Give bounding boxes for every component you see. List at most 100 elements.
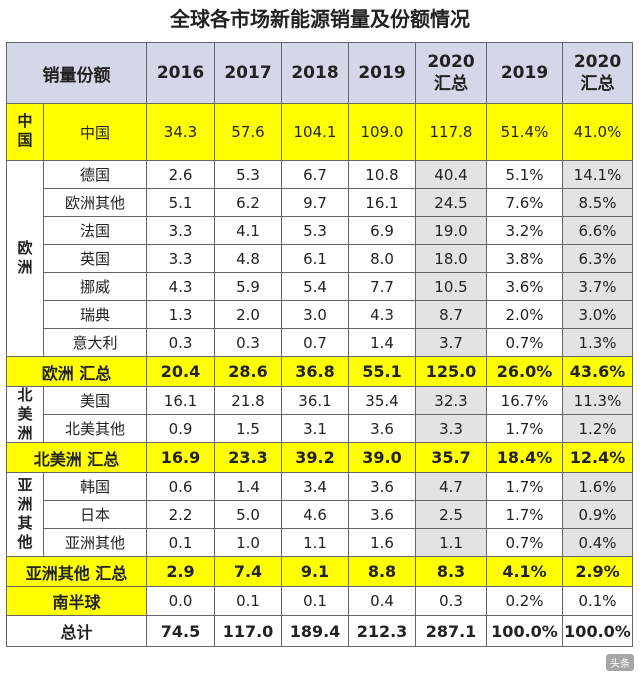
value-cell: 5.3 — [281, 216, 349, 245]
value-cell: 9.7 — [281, 188, 349, 217]
value-cell: 212.3 — [348, 615, 416, 647]
data-row: 北美其他 0.9 1.5 3.1 3.6 3.3 1.7% 1.2% — [7, 414, 633, 443]
value-cell: 10.8 — [348, 160, 416, 189]
value-cell: 5.3 — [214, 160, 282, 189]
value-cell: 11.3% — [562, 386, 633, 415]
value-cell: 6.9 — [348, 216, 416, 245]
header-row: 销量份额 2016 2017 2018 2019 2020 汇总 2019 2020 汇总 — [6, 42, 633, 104]
header-cell: 2016 — [146, 42, 215, 104]
subtotal-row: 亚洲其他 汇总 2.9 7.4 9.1 8.8 8.3 4.1% 2.9% — [6, 556, 633, 587]
value-cell: 0.7% — [486, 528, 563, 557]
value-cell: 19.0 — [415, 216, 487, 245]
value-cell: 3.4 — [281, 472, 349, 501]
value-cell: 0.4% — [562, 528, 633, 557]
row-label: 美国 — [43, 386, 147, 415]
subtotal-row: 欧洲 汇总 20.4 28.6 36.8 55.1 125.0 26.0% 43.6% — [6, 356, 633, 387]
chart-title: 全球各市场新能源销量及份额情况 — [170, 7, 470, 31]
value-cell: 2.9 — [146, 556, 215, 587]
value-cell: 8.5% — [562, 188, 633, 217]
value-cell: 3.0% — [562, 300, 633, 329]
subtotal-row: 北美洲 汇总 16.9 23.3 39.2 39.0 35.7 18.4% 12.4% — [6, 442, 633, 473]
value-cell: 4.6 — [281, 500, 349, 529]
value-cell: 3.3 — [146, 216, 215, 245]
value-cell: 35.4 — [348, 386, 416, 415]
value-cell: 1.3% — [562, 328, 633, 357]
value-cell: 0.3 — [214, 328, 282, 357]
value-cell: 6.6% — [562, 216, 633, 245]
value-cell: 0.1 — [146, 528, 215, 557]
value-cell: 1.1 — [415, 528, 487, 557]
value-cell: 3.0 — [281, 300, 349, 329]
value-cell: 3.6% — [486, 272, 563, 301]
value-cell: 1.5 — [214, 414, 282, 443]
value-cell: 7.4 — [214, 556, 282, 587]
value-cell: 5.0 — [214, 500, 282, 529]
value-cell: 36.8 — [281, 356, 349, 387]
data-row: 欧洲 德国 2.6 5.3 6.7 10.8 40.4 5.1% 14.1% — [6, 160, 633, 357]
data-row: 挪威 4.3 5.9 5.4 7.7 10.5 3.6% 3.7% — [7, 272, 633, 301]
value-cell: 0.1 — [281, 586, 349, 616]
value-cell: 2.5 — [415, 500, 487, 529]
value-cell: 3.2% — [486, 216, 563, 245]
value-cell: 41.0% — [562, 103, 633, 161]
header-cell: 2018 — [281, 42, 349, 104]
value-cell: 109.0 — [348, 103, 416, 161]
value-cell: 16.1 — [348, 188, 416, 217]
value-cell: 18.4% — [486, 442, 563, 473]
value-cell: 32.3 — [415, 386, 487, 415]
value-cell: 117.8 — [415, 103, 487, 161]
value-cell: 74.5 — [146, 615, 215, 647]
value-cell: 4.1 — [214, 216, 282, 245]
value-cell: 3.6 — [348, 500, 416, 529]
value-cell: 0.0 — [146, 586, 215, 616]
row-label: 挪威 — [43, 272, 147, 301]
data-row: 法国 3.3 4.1 5.3 6.9 19.0 3.2% 6.6% — [7, 216, 633, 245]
value-cell: 26.0% — [486, 356, 563, 387]
value-cell: 7.6% — [486, 188, 563, 217]
value-cell: 104.1 — [281, 103, 349, 161]
value-cell: 7.7 — [348, 272, 416, 301]
value-cell: 21.8 — [214, 386, 282, 415]
value-cell: 1.2% — [562, 414, 633, 443]
data-row: 英国 3.3 4.8 6.1 8.0 18.0 3.8% 6.3% — [7, 244, 633, 273]
watermark: 头条 — [606, 654, 634, 671]
value-cell: 4.3 — [146, 272, 215, 301]
value-cell: 189.4 — [281, 615, 349, 647]
row-label: 日本 — [43, 500, 147, 529]
value-cell: 14.1% — [562, 160, 633, 189]
value-cell: 3.1 — [281, 414, 349, 443]
value-cell: 3.6 — [348, 414, 416, 443]
value-cell: 2.6 — [146, 160, 215, 189]
value-cell: 1.4 — [348, 328, 416, 357]
row-label: 欧洲 汇总 — [6, 356, 147, 387]
row-label: 总计 — [6, 615, 147, 647]
value-cell: 24.5 — [415, 188, 487, 217]
value-cell: 16.9 — [146, 442, 215, 473]
value-cell: 287.1 — [415, 615, 487, 647]
value-cell: 6.7 — [281, 160, 349, 189]
data-row: 亚洲其他 韩国 0.6 1.4 3.4 3.6 4.7 1.7% 1.6% — [6, 472, 633, 557]
value-cell: 1.3 — [146, 300, 215, 329]
value-cell: 35.7 — [415, 442, 487, 473]
value-cell: 2.0 — [214, 300, 282, 329]
value-cell: 8.7 — [415, 300, 487, 329]
row-label: 北美其他 — [43, 414, 147, 443]
data-row: 欧洲其他 5.1 6.2 9.7 16.1 24.5 7.6% 8.5% — [7, 188, 633, 217]
row-label: 北美洲 汇总 — [6, 442, 147, 473]
value-cell: 8.0 — [348, 244, 416, 273]
row-label: 亚洲其他 — [43, 528, 147, 557]
value-cell: 9.1 — [281, 556, 349, 587]
value-cell: 1.6 — [348, 528, 416, 557]
value-cell: 3.7% — [562, 272, 633, 301]
value-cell: 1.4 — [214, 472, 282, 501]
value-cell: 8.8 — [348, 556, 416, 587]
row-label: 法国 — [43, 216, 147, 245]
value-cell: 5.1 — [146, 188, 215, 217]
value-cell: 1.0 — [214, 528, 282, 557]
row-label: 瑞典 — [43, 300, 147, 329]
value-cell: 4.7 — [415, 472, 487, 501]
data-row: 亚洲其他 0.1 1.0 1.1 1.6 1.1 0.7% 0.4% — [7, 528, 633, 557]
data-row: 北美洲 美国 16.1 21.8 36.1 35.4 32.3 16.7% 11.3% — [6, 386, 633, 443]
row-label: 英国 — [43, 244, 147, 273]
value-cell: 43.6% — [562, 356, 633, 387]
